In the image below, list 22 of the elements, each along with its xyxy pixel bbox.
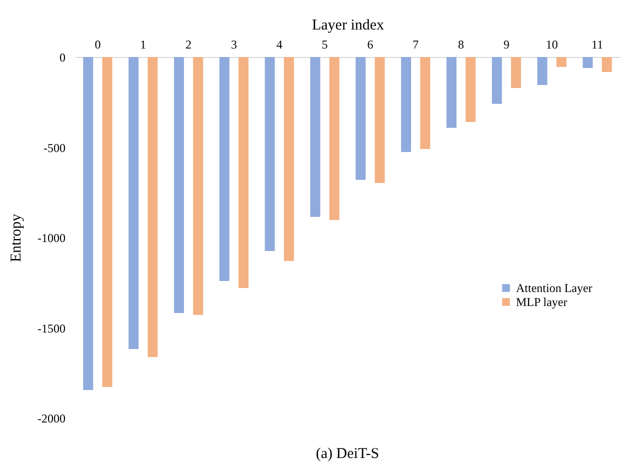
x-tick-label: 8 bbox=[458, 38, 464, 52]
y-axis-title: Entropy bbox=[8, 213, 25, 262]
x-tick-label: 2 bbox=[186, 38, 192, 52]
y-tick-label: -500 bbox=[44, 140, 66, 155]
text: (a) DeiT-S bbox=[316, 446, 380, 462]
x-tick-label: 1 bbox=[140, 38, 146, 52]
x-tick-label: 11 bbox=[592, 38, 604, 52]
y-tick-label: -2000 bbox=[38, 412, 66, 426]
x-tick-label: 7 bbox=[412, 38, 419, 52]
x-tick-label: 9 bbox=[503, 38, 510, 52]
x-tick-label: 5 bbox=[322, 38, 328, 52]
y-tick-label: -1000 bbox=[38, 231, 66, 245]
legend-label: MLP layer bbox=[516, 295, 568, 309]
y-tick-label: 0 bbox=[60, 50, 66, 64]
x-tick-label: 6 bbox=[367, 38, 374, 52]
x-tick-label: 3 bbox=[230, 38, 237, 52]
legend-label: Attention Layer bbox=[516, 281, 592, 295]
x-axis-title: Layer index bbox=[312, 18, 385, 34]
x-tick-label: 0 bbox=[94, 38, 101, 52]
x-tick-label: 4 bbox=[276, 38, 282, 52]
x-tick-label: 10 bbox=[546, 38, 558, 52]
y-tick-label: -1500 bbox=[38, 321, 66, 336]
